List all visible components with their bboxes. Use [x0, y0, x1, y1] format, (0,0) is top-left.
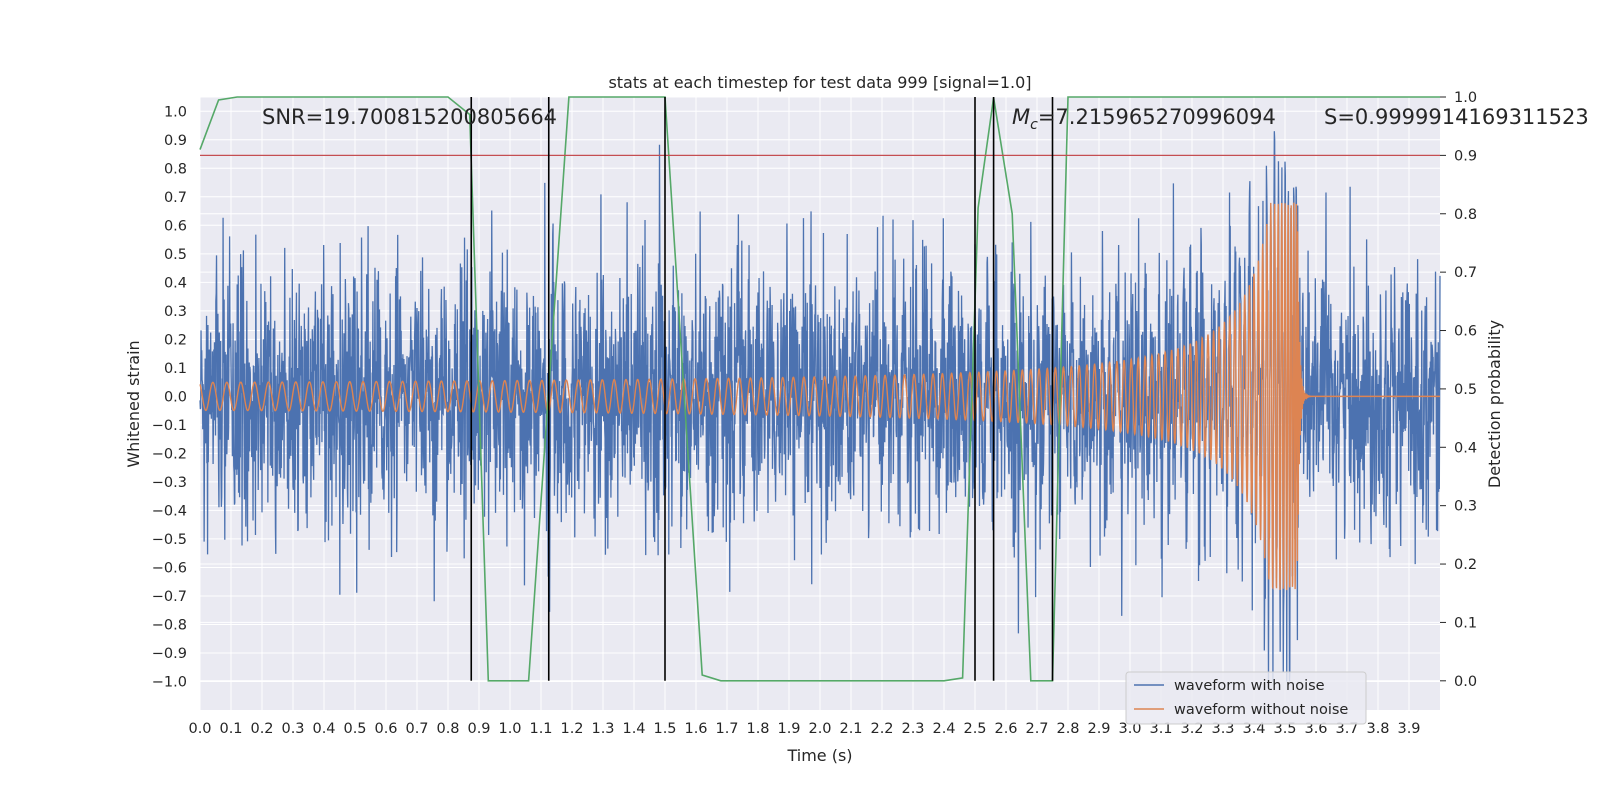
right-y-tick-label: 0.6 — [1454, 324, 1477, 340]
snr-annotation: SNR=19.700815200805664 — [262, 105, 557, 129]
left-y-tick-label: −0.1 — [152, 418, 187, 434]
x-tick-label: 2.6 — [994, 721, 1017, 737]
right-y-tick-label: 0.4 — [1454, 440, 1477, 456]
left-y-tick-label: −0.2 — [152, 446, 187, 462]
chirp-mass-annotation: Mc=7.215965270996094 — [1012, 105, 1276, 133]
x-tick-label: 0.9 — [467, 721, 490, 737]
line-detection-probability — [199, 96, 1440, 682]
left-y-tick-label: 0.9 — [164, 133, 187, 149]
x-tick-label: 1.3 — [591, 721, 614, 737]
right-y-tick-label: 0.8 — [1454, 207, 1477, 223]
x-tick-label: 2.3 — [901, 721, 924, 737]
right-y-tick-label: 0.3 — [1454, 499, 1477, 515]
left-y-axis-label: Whitened strain — [124, 340, 143, 467]
legend: waveform with noise waveform without noi… — [1125, 671, 1367, 725]
right-y-tick-label: 0.9 — [1454, 148, 1477, 164]
x-tick-label: 1.2 — [560, 721, 583, 737]
left-y-tick-label: 0.5 — [164, 247, 187, 263]
right-y-tick-label: 0.2 — [1454, 557, 1477, 573]
x-tick-label: 3.9 — [1397, 721, 1420, 737]
x-tick-label: 1.8 — [746, 721, 769, 737]
left-y-tick-label: 0.0 — [164, 389, 187, 405]
x-tick-label: 3.0 — [1118, 721, 1141, 737]
right-y-axis-ticks: 1.0 0.9 0.8 0.7 0.6 0.5 0.4 0.3 0.2 0.1 0.0 — [1440, 90, 1477, 690]
right-y-tick-label: 1.0 — [1454, 90, 1477, 106]
x-tick-label: 2.8 — [1056, 721, 1079, 737]
x-tick-label: 0.3 — [281, 721, 304, 737]
x-tick-label: 0.1 — [219, 721, 242, 737]
x-tick-label: 3.1 — [1149, 721, 1172, 737]
event-lines — [470, 97, 1054, 681]
left-y-tick-label: −0.8 — [152, 617, 187, 633]
chirp-mass-value: =7.215965270996094 — [1038, 105, 1276, 129]
left-y-tick-label: 0.8 — [164, 161, 187, 177]
x-tick-label: 1.0 — [498, 721, 521, 737]
x-axis-label: Time (s) — [786, 746, 852, 765]
x-tick-label: 3.2 — [1180, 721, 1203, 737]
x-tick-label: 1.4 — [622, 721, 645, 737]
right-y-tick-label: 0.0 — [1454, 674, 1477, 690]
x-tick-label: 3.6 — [1304, 721, 1327, 737]
right-y-tick-label: 0.1 — [1454, 615, 1477, 631]
x-axis-ticks: 0.0 0.1 0.2 0.3 0.4 0.5 0.6 0.7 0.8 0.9 1.0 1.1 1.2 1… — [188, 721, 1420, 737]
x-tick-label: 1.6 — [684, 721, 707, 737]
left-y-tick-label: 0.3 — [164, 304, 187, 320]
x-tick-label: 2.9 — [1087, 721, 1110, 737]
line-waveform-without-noise — [199, 202, 1440, 591]
x-tick-label: 0.8 — [436, 721, 459, 737]
x-tick-label: 0.0 — [188, 721, 211, 737]
x-tick-label: 3.3 — [1211, 721, 1234, 737]
left-y-tick-label: −0.4 — [152, 503, 187, 519]
left-y-tick-label: 0.4 — [164, 275, 187, 291]
x-tick-label: 3.7 — [1335, 721, 1358, 737]
x-tick-label: 2.2 — [870, 721, 893, 737]
x-tick-label: 3.4 — [1242, 721, 1265, 737]
x-tick-label: 0.6 — [374, 721, 397, 737]
left-y-tick-label: −1.0 — [152, 674, 187, 690]
chirp-mass-symbol: M — [1012, 105, 1030, 129]
x-tick-label: 0.4 — [312, 721, 335, 737]
score-annotation: S=0.9999914169311523 — [1324, 105, 1589, 129]
x-tick-label: 1.1 — [529, 721, 552, 737]
x-tick-label: 2.7 — [1025, 721, 1048, 737]
series-waveform-without-noise — [199, 202, 1440, 591]
x-tick-label: 3.8 — [1366, 721, 1389, 737]
left-y-tick-label: −0.5 — [152, 532, 187, 548]
left-y-tick-label: 0.6 — [164, 218, 187, 234]
left-y-tick-label: 0.1 — [164, 361, 187, 377]
left-y-tick-label: −0.6 — [152, 560, 187, 576]
x-tick-label: 2.0 — [808, 721, 831, 737]
series-detection-probability — [199, 96, 1440, 682]
x-tick-label: 0.7 — [405, 721, 428, 737]
x-tick-label: 1.9 — [777, 721, 800, 737]
chirp-mass-subscript: c — [1030, 117, 1038, 133]
x-tick-label: 0.5 — [343, 721, 366, 737]
left-y-tick-label: 1.0 — [164, 104, 187, 120]
x-tick-label: 1.7 — [715, 721, 738, 737]
left-y-axis-ticks: 1.0 0.9 0.8 0.7 0.6 0.5 0.4 0.3 0.2 0.1 0.0 −0.1 −0.… — [152, 104, 187, 690]
x-tick-label: 2.1 — [839, 721, 862, 737]
x-tick-label: 2.4 — [932, 721, 955, 737]
left-y-tick-label: 0.7 — [164, 190, 187, 206]
left-y-tick-label: −0.7 — [152, 589, 187, 605]
left-y-tick-label: −0.9 — [152, 646, 187, 662]
right-y-tick-label: 0.7 — [1454, 265, 1477, 281]
right-y-tick-label: 0.5 — [1454, 382, 1477, 398]
x-tick-label: 2.5 — [963, 721, 986, 737]
legend-label-clean: waveform without noise — [1174, 702, 1348, 718]
chart-title: stats at each timestep for test data 999… — [608, 73, 1031, 92]
legend-frame — [1125, 671, 1367, 725]
legend-label-noise: waveform with noise — [1174, 678, 1325, 694]
right-y-axis-label: Detection probability — [1485, 320, 1504, 488]
left-y-tick-label: 0.2 — [164, 332, 187, 348]
x-tick-label: 3.5 — [1273, 721, 1296, 737]
x-tick-label: 1.5 — [653, 721, 676, 737]
left-y-tick-label: −0.3 — [152, 475, 187, 491]
x-tick-label: 0.2 — [250, 721, 273, 737]
